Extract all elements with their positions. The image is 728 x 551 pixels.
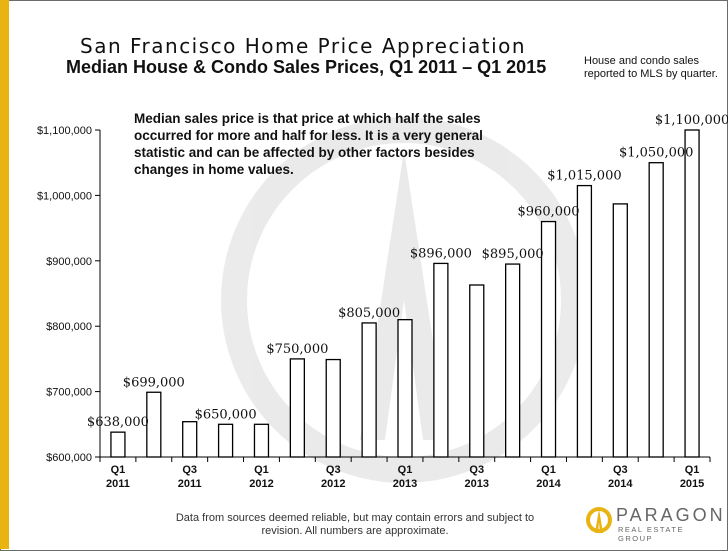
chart-title: San Francisco Home Price Appreciation — [80, 34, 527, 58]
x-tick-label: Q3 — [613, 464, 628, 476]
bars — [110, 129, 700, 458]
x-tick-label: Q1 — [685, 464, 700, 476]
y-tick-label: $700,000 — [46, 387, 92, 399]
x-tick-label: Q3 — [326, 464, 341, 476]
bar — [433, 262, 449, 458]
y-tick-label: $800,000 — [46, 321, 92, 333]
callout-line: Median sales price is that price at whic… — [134, 111, 481, 126]
x-tick-label: Q1 — [111, 464, 126, 476]
data-label: $638,000 — [87, 415, 149, 430]
paragon-logo-icon — [586, 507, 612, 533]
data-label: $650,000 — [195, 407, 257, 422]
bar — [253, 423, 270, 458]
bar — [469, 284, 485, 458]
x-tick-label: Q1 — [541, 464, 556, 476]
y-tick-label: $1,000,000 — [37, 190, 92, 202]
x-tick-label: 2011 — [106, 478, 130, 490]
bar — [540, 220, 557, 458]
bar — [325, 358, 341, 458]
paragon-logo: PARAGON REAL ESTATE GROUP — [584, 503, 723, 543]
data-label: $699,000 — [123, 375, 185, 390]
data-label: $750,000 — [266, 342, 328, 357]
logo-tagline: REAL ESTATE GROUP — [618, 525, 684, 543]
y-tick-label: $600,000 — [46, 452, 92, 464]
bar — [648, 162, 664, 458]
y-tick-label: $900,000 — [46, 256, 92, 268]
footer-line: Data from sources deemed reliable, but m… — [175, 512, 535, 524]
data-label: $1,100,000 — [655, 113, 728, 128]
side-note: House and condo sales reported to MLS by… — [584, 55, 718, 81]
bar — [217, 423, 234, 458]
side-note-line: reported to MLS by quarter. — [584, 68, 718, 80]
data-label: $1,050,000 — [619, 146, 693, 161]
bar — [504, 263, 521, 458]
x-tick-label: 2014 — [608, 478, 633, 490]
bar — [397, 319, 413, 458]
bar — [146, 391, 162, 458]
data-label: $895,000 — [482, 247, 544, 262]
bar — [110, 431, 126, 458]
x-tick-label: 2013 — [393, 478, 417, 490]
median-definition-callout: Median sales price is that price at whic… — [134, 110, 539, 178]
x-tick-label: 2014 — [536, 478, 561, 490]
x-tick-label: Q3 — [469, 464, 484, 476]
chart-subtitle: Median House & Condo Sales Prices, Q1 20… — [66, 57, 547, 77]
bar — [612, 203, 628, 458]
disclaimer-footer: Data from sources deemed reliable, but m… — [160, 512, 550, 538]
data-label: $1,015,000 — [547, 169, 621, 184]
x-tick-label: Q1 — [254, 464, 269, 476]
x-tick-label: 2015 — [680, 478, 704, 490]
x-axis: Q1 2011 Q3 2011 Q1 2012 Q3 2012 Q1 2013 Q3 2013 Q1 20… — [99, 456, 711, 490]
x-tick-label: 2012 — [321, 478, 345, 490]
bar — [684, 129, 700, 458]
x-tick-label: 2013 — [465, 478, 489, 490]
logo-name: PARAGON — [616, 505, 726, 525]
bar — [182, 421, 198, 458]
x-tick-label: 2011 — [178, 478, 202, 490]
bar — [289, 358, 306, 458]
y-axis: $600,000 $700,000 $800,000 $900,000 $1,000,0… — [37, 125, 101, 464]
x-tick-label: Q1 — [398, 464, 413, 476]
accent-bar — [0, 0, 9, 549]
callout-line: statistic and can be affected by other f… — [134, 145, 475, 160]
x-tick-label: Q3 — [182, 464, 197, 476]
callout-line: occurred for more and half for less. It … — [134, 128, 483, 143]
data-label: $896,000 — [410, 246, 472, 261]
bar — [361, 322, 377, 458]
bar — [576, 184, 593, 458]
footer-line: revision. All numbers are approximate. — [261, 525, 449, 537]
callout-line: changes in home values. — [134, 162, 294, 177]
data-label: $805,000 — [338, 306, 400, 321]
data-label: $960,000 — [518, 205, 580, 220]
y-tick-label: $1,100,000 — [37, 125, 92, 137]
side-note-line: House and condo sales — [584, 55, 699, 67]
x-tick-label: 2012 — [249, 478, 273, 490]
data-labels: $638,000 $699,000 $650,000 $750,000 $805,000… — [87, 113, 728, 430]
watermark-logo — [221, 117, 587, 483]
